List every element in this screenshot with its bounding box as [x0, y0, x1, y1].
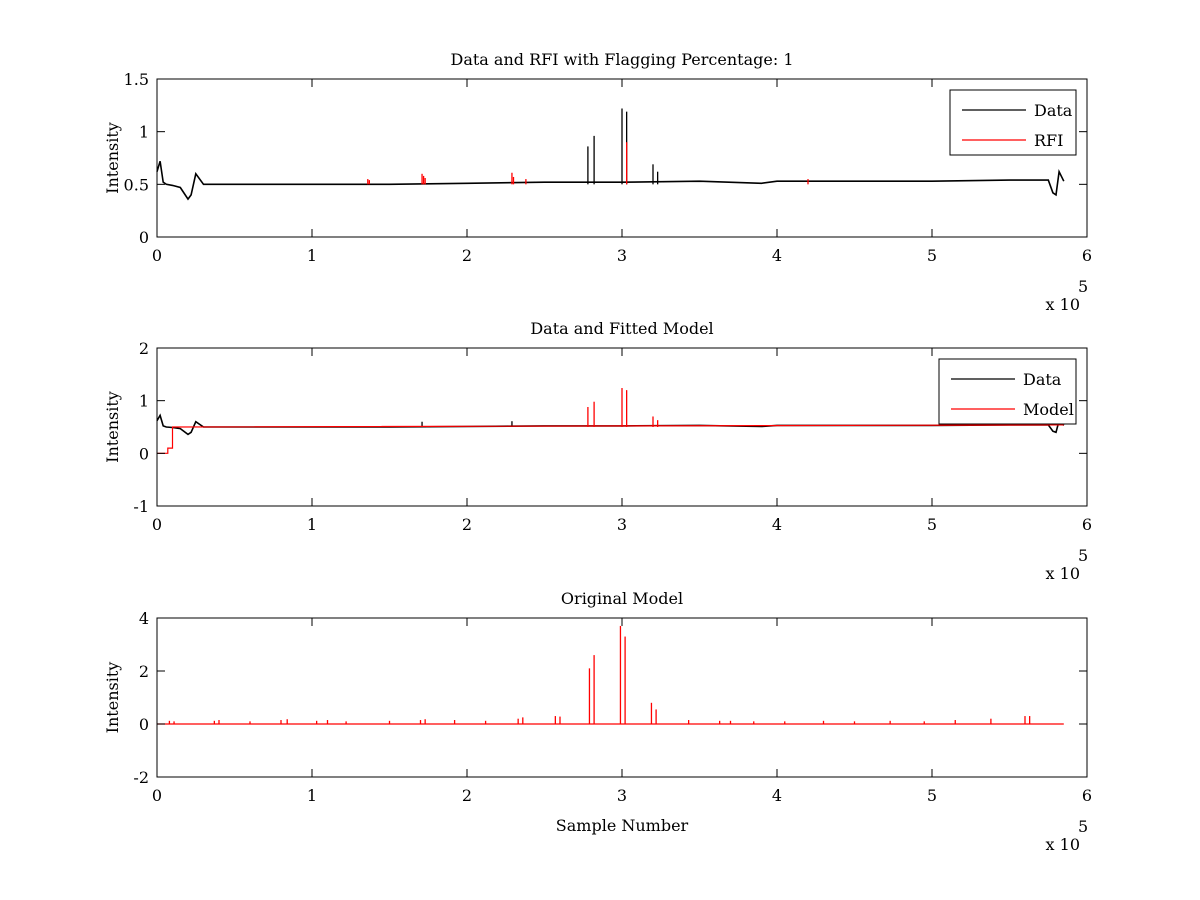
x-tick-label: 1	[307, 246, 317, 265]
legend-box	[949, 89, 1077, 156]
x-tick-label: 4	[772, 515, 782, 534]
series-line-data-1	[156, 160, 1065, 201]
chart-title: Data and RFI with Flagging Percentage: 1	[450, 50, 793, 69]
legend-box	[938, 358, 1077, 425]
legend-label-data: Data	[1023, 370, 1062, 389]
y-tick-label: 2	[139, 662, 149, 681]
x-tick-label: 0	[152, 515, 162, 534]
y-axis-label: Intensity	[103, 662, 122, 734]
y-tick-label: 0	[139, 715, 149, 734]
y-tick-label: 1.5	[124, 70, 149, 89]
series-line-model-2	[157, 424, 1064, 454]
x-axis-label: Sample Number	[556, 816, 689, 835]
y-tick-label: -1	[133, 497, 149, 516]
x-tick-label: 3	[617, 515, 627, 534]
x-tick-label: 6	[1082, 786, 1092, 805]
x-tick-label: 5	[927, 515, 937, 534]
x-multiplier-exponent: 5	[1078, 546, 1088, 565]
x-tick-label: 6	[1082, 246, 1092, 265]
legend-label-data: Data	[1034, 101, 1073, 120]
y-tick-label: 4	[139, 609, 149, 628]
x-multiplier: x 10	[1046, 835, 1080, 854]
chart-title: Data and Fitted Model	[530, 319, 713, 338]
x-tick-label: 3	[617, 246, 627, 265]
x-multiplier-exponent: 5	[1078, 817, 1088, 836]
x-tick-label: 5	[927, 786, 937, 805]
legend-label-model: Model	[1023, 400, 1074, 419]
x-tick-label: 2	[462, 786, 472, 805]
y-axis-label: Intensity	[103, 122, 122, 194]
x-tick-label: 1	[307, 786, 317, 805]
y-tick-label: 1	[139, 392, 149, 411]
chart-title: Original Model	[561, 589, 683, 608]
legend: Data Model	[938, 358, 1077, 425]
x-multiplier: x 10	[1046, 564, 1080, 583]
x-tick-label: 2	[462, 246, 472, 265]
y-axis-label: Intensity	[103, 391, 122, 463]
y-tick-label: 2	[139, 339, 149, 358]
subplot-1: 0 1 2 3 4 5 6 0 0.5 1 1.5 Data and RFI with Flaggin…	[103, 50, 1092, 314]
y-tick-label: 0	[139, 228, 149, 247]
y-tick-label: -2	[133, 768, 149, 787]
x-tick-label: 1	[307, 515, 317, 534]
y-tick-label: 0.5	[124, 175, 149, 194]
x-tick-label: 6	[1082, 515, 1092, 534]
x-tick-label: 0	[152, 786, 162, 805]
x-tick-label: 4	[772, 246, 782, 265]
x-tick-label: 0	[152, 246, 162, 265]
legend: Data RFI	[949, 89, 1077, 156]
y-tick-label: 0	[139, 444, 149, 463]
legend-label-rfi: RFI	[1034, 131, 1063, 150]
x-multiplier: x 10	[1046, 295, 1080, 314]
x-tick-label: 4	[772, 786, 782, 805]
y-tick-label: 1	[139, 123, 149, 142]
x-tick-label: 5	[927, 246, 937, 265]
x-tick-label: 3	[617, 786, 627, 805]
axes-frame	[156, 617, 1088, 778]
x-tick-label: 2	[462, 515, 472, 534]
x-multiplier-exponent: 5	[1078, 277, 1088, 296]
